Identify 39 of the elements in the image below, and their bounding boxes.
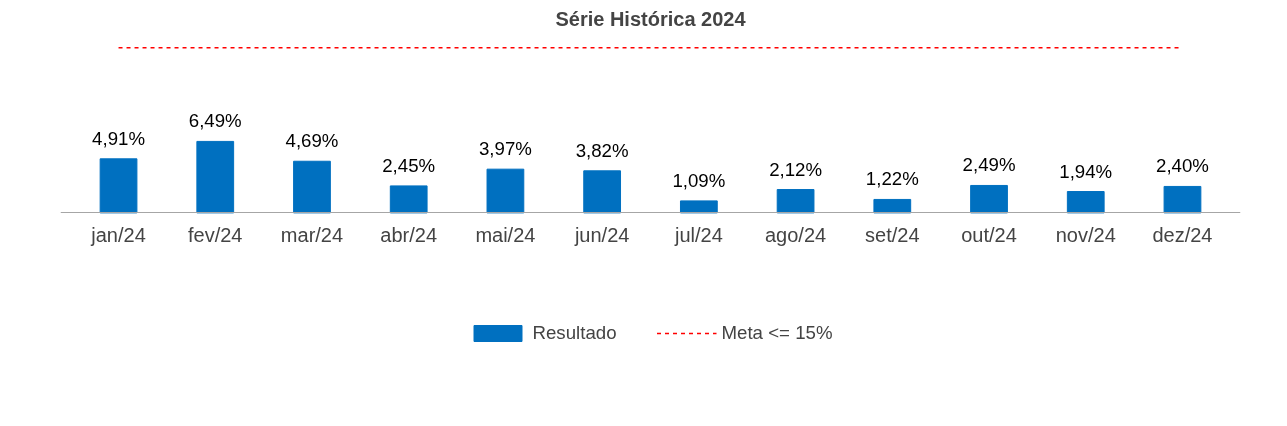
data-label: 2,12%	[769, 158, 823, 180]
data-label: 3,97%	[478, 138, 532, 160]
bar	[293, 160, 331, 214]
bar	[1163, 185, 1202, 214]
data-label: 2,45%	[382, 154, 436, 176]
x-tick-label: set/24	[865, 223, 920, 246]
bar	[583, 170, 622, 214]
data-label: 2,40%	[1156, 155, 1209, 177]
bar	[776, 189, 815, 214]
bar	[99, 158, 138, 214]
x-tick-label: out/24	[961, 223, 1017, 246]
legend-label: Resultado	[532, 322, 617, 344]
x-tick-label: abr/24	[380, 223, 438, 246]
data-label: 1,22%	[865, 168, 919, 190]
bar	[873, 198, 912, 214]
data-label: 6,49%	[188, 110, 242, 132]
x-tick-label: ago/24	[765, 223, 827, 246]
bar	[970, 184, 1008, 214]
chart-title: Série Histórica 2024	[555, 7, 747, 30]
bar	[486, 168, 525, 214]
x-tick-label: fev/24	[188, 223, 243, 246]
x-tick-label: nov/24	[1055, 223, 1116, 246]
bar	[1066, 191, 1105, 214]
bar	[389, 185, 428, 214]
data-label: 4,69%	[285, 130, 339, 152]
data-label: 3,82%	[575, 139, 629, 161]
x-tick-label: jan/24	[90, 223, 146, 246]
data-label: 1,94%	[1059, 160, 1113, 182]
x-tick-label: mai/24	[475, 223, 536, 246]
x-tick-label: dez/24	[1152, 223, 1213, 246]
bar	[196, 140, 235, 214]
x-tick-label: jul/24	[673, 223, 723, 246]
x-tick-label: mar/24	[280, 223, 344, 246]
data-label: 4,91%	[92, 127, 145, 149]
legend-label: Meta <= 15%	[721, 322, 833, 344]
x-tick-label: jun/24	[573, 223, 630, 246]
bar	[679, 200, 718, 214]
data-label: 1,09%	[672, 169, 726, 191]
data-label: 2,49%	[962, 154, 1016, 176]
